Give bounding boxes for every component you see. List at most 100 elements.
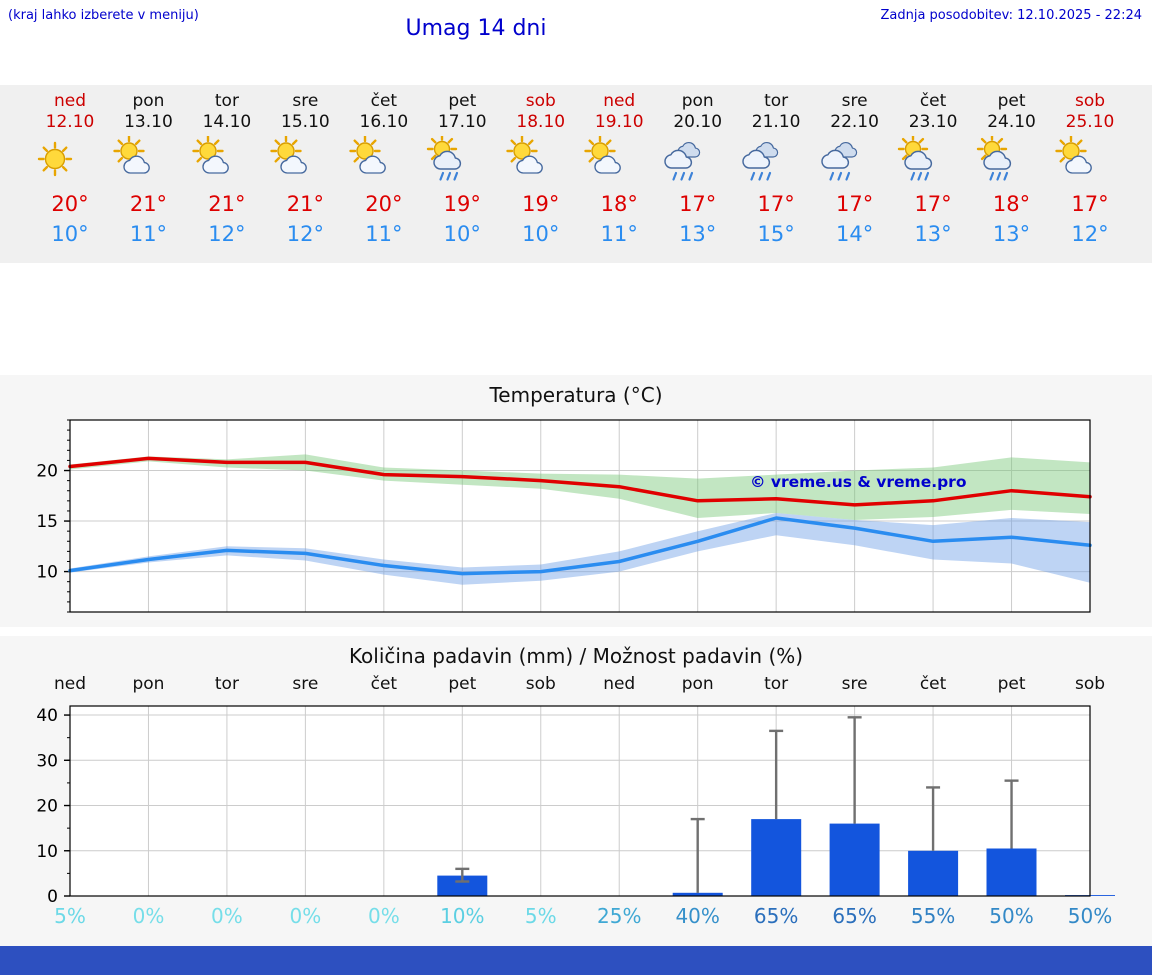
temp-max: 17° bbox=[835, 192, 874, 216]
forecast-day-strip: ned 12.10 20° 10° pon 13.10 21° 11° tor 14.10 21° 1… bbox=[0, 85, 1152, 263]
day-column: sre 15.10 21° 12° bbox=[266, 91, 344, 247]
precipitation-chart-section: Količina padavin (mm) / Možnost padavin … bbox=[0, 636, 1152, 946]
precip-bar bbox=[672, 892, 723, 896]
precip-day-label: sre bbox=[292, 674, 318, 694]
page-title: Umag 14 dni bbox=[405, 16, 547, 41]
precip-day-label: sob bbox=[526, 674, 556, 694]
day-name: tor bbox=[214, 91, 239, 111]
day-name: sre bbox=[841, 91, 868, 111]
weather-icon bbox=[345, 136, 423, 188]
precip-day-label: čet bbox=[920, 674, 947, 694]
precip-bar bbox=[986, 848, 1037, 896]
precip-y-tick-label: 0 bbox=[47, 887, 58, 907]
day-date: 20.10 bbox=[673, 112, 723, 132]
precip-bar bbox=[437, 875, 488, 896]
weather-icon bbox=[816, 136, 894, 188]
precip-probability-label: 0% bbox=[133, 904, 165, 928]
day-date: 24.10 bbox=[987, 112, 1036, 132]
precip-day-label: čet bbox=[371, 674, 398, 694]
day-name: sre bbox=[292, 91, 319, 111]
day-date: 15.10 bbox=[281, 112, 330, 132]
day-date: 13.10 bbox=[124, 112, 173, 132]
temperature-chart-section: Temperatura (°C) 10 15 20 © vreme.us & vrem… bbox=[0, 375, 1152, 627]
weather-icon bbox=[737, 136, 815, 188]
day-column: čet 16.10 20° 11° bbox=[345, 91, 423, 247]
day-column: pon 20.10 17° 13° bbox=[659, 91, 737, 247]
day-date: 22.10 bbox=[830, 112, 879, 132]
day-name: sob bbox=[1074, 91, 1106, 111]
temp-min: 14° bbox=[835, 222, 874, 246]
temp-max: 19° bbox=[522, 192, 560, 216]
day-date: 17.10 bbox=[437, 112, 487, 132]
day-date: 23.10 bbox=[908, 112, 958, 132]
temp-y-tick-label: 15 bbox=[36, 512, 58, 532]
temp-min: 10° bbox=[443, 222, 481, 246]
precip-bar bbox=[751, 819, 802, 896]
temp-min: 12° bbox=[1071, 222, 1109, 246]
day-name: sob bbox=[525, 91, 556, 111]
temperature-chart-title: Temperatura (°C) bbox=[489, 383, 663, 407]
temp-max: 17° bbox=[679, 192, 717, 216]
temp-max: 17° bbox=[914, 192, 952, 216]
temp-y-tick-label: 10 bbox=[36, 563, 58, 583]
temp-max: 19° bbox=[443, 192, 481, 216]
temperature-chart: 10 15 20 © vreme.us & vreme.pro bbox=[36, 419, 1092, 613]
precipitation-chart: ned pon tor sre čet pet sob ned pon tor sre čet pet s… bbox=[36, 674, 1115, 928]
day-column: pon 13.10 21° 11° bbox=[109, 91, 187, 247]
precip-day-label: tor bbox=[764, 674, 788, 694]
weather-icon bbox=[423, 136, 501, 188]
weather-icon bbox=[31, 136, 109, 188]
temp-min: 13° bbox=[914, 222, 952, 246]
weather-icon bbox=[266, 136, 344, 188]
precip-probability-label: 40% bbox=[675, 904, 719, 928]
precip-whisker bbox=[1004, 779, 1019, 849]
temp-min: 10° bbox=[522, 222, 560, 246]
precip-day-label: pon bbox=[132, 674, 164, 694]
precip-bar bbox=[829, 823, 880, 896]
precip-probability-label: 65% bbox=[832, 904, 876, 928]
watermark: © vreme.us & vreme.pro bbox=[750, 473, 966, 491]
temp-min: 11° bbox=[129, 222, 168, 246]
day-column: sob 18.10 19° 10° bbox=[502, 91, 580, 247]
precip-probability-label: 5% bbox=[525, 904, 557, 928]
day-date: 16.10 bbox=[359, 112, 409, 132]
temp-y-tick-label: 20 bbox=[36, 462, 58, 482]
precip-day-label: sob bbox=[1075, 674, 1105, 694]
temp-max: 18° bbox=[600, 192, 638, 216]
weather-icon bbox=[188, 136, 266, 188]
weather-icon bbox=[1051, 136, 1129, 188]
temp-min: 12° bbox=[208, 222, 246, 246]
precip-day-label: ned bbox=[54, 674, 86, 694]
precip-day-label: tor bbox=[215, 674, 239, 694]
temp-min: 13° bbox=[992, 222, 1031, 246]
temp-max: 21° bbox=[208, 192, 246, 216]
temp-max: 21° bbox=[129, 192, 168, 216]
precip-day-label: pon bbox=[682, 674, 714, 694]
day-name: pet bbox=[997, 91, 1026, 111]
precip-day-label: sre bbox=[842, 674, 868, 694]
precip-y-tick-label: 30 bbox=[36, 751, 58, 771]
precip-probability-label: 25% bbox=[597, 904, 641, 928]
precip-probability-label: 0% bbox=[211, 904, 243, 928]
day-column: pet 17.10 19° 10° bbox=[423, 91, 501, 247]
temp-min: 15° bbox=[757, 222, 795, 246]
day-name: tor bbox=[764, 91, 789, 111]
weather-icon bbox=[659, 136, 737, 188]
precip-bar bbox=[908, 850, 959, 896]
min-temperature-band bbox=[70, 513, 1090, 585]
precip-y-tick-label: 40 bbox=[36, 706, 58, 726]
precip-day-label: ned bbox=[603, 674, 635, 694]
footer-bar bbox=[0, 946, 1152, 975]
min-temperature-line bbox=[68, 516, 1092, 576]
precipitation-chart-title: Količina padavin (mm) / Možnost padavin … bbox=[348, 644, 804, 668]
day-date: 14.10 bbox=[202, 112, 252, 132]
day-name: pon bbox=[132, 91, 165, 111]
precip-probability-label: 5% bbox=[54, 904, 86, 928]
temp-min: 11° bbox=[365, 222, 403, 246]
day-date: 21.10 bbox=[751, 112, 801, 132]
temp-max: 18° bbox=[992, 192, 1031, 216]
precip-y-tick-label: 10 bbox=[36, 842, 58, 862]
day-name: ned bbox=[603, 91, 636, 111]
day-name: čet bbox=[370, 91, 398, 111]
day-date: 25.10 bbox=[1065, 112, 1115, 132]
